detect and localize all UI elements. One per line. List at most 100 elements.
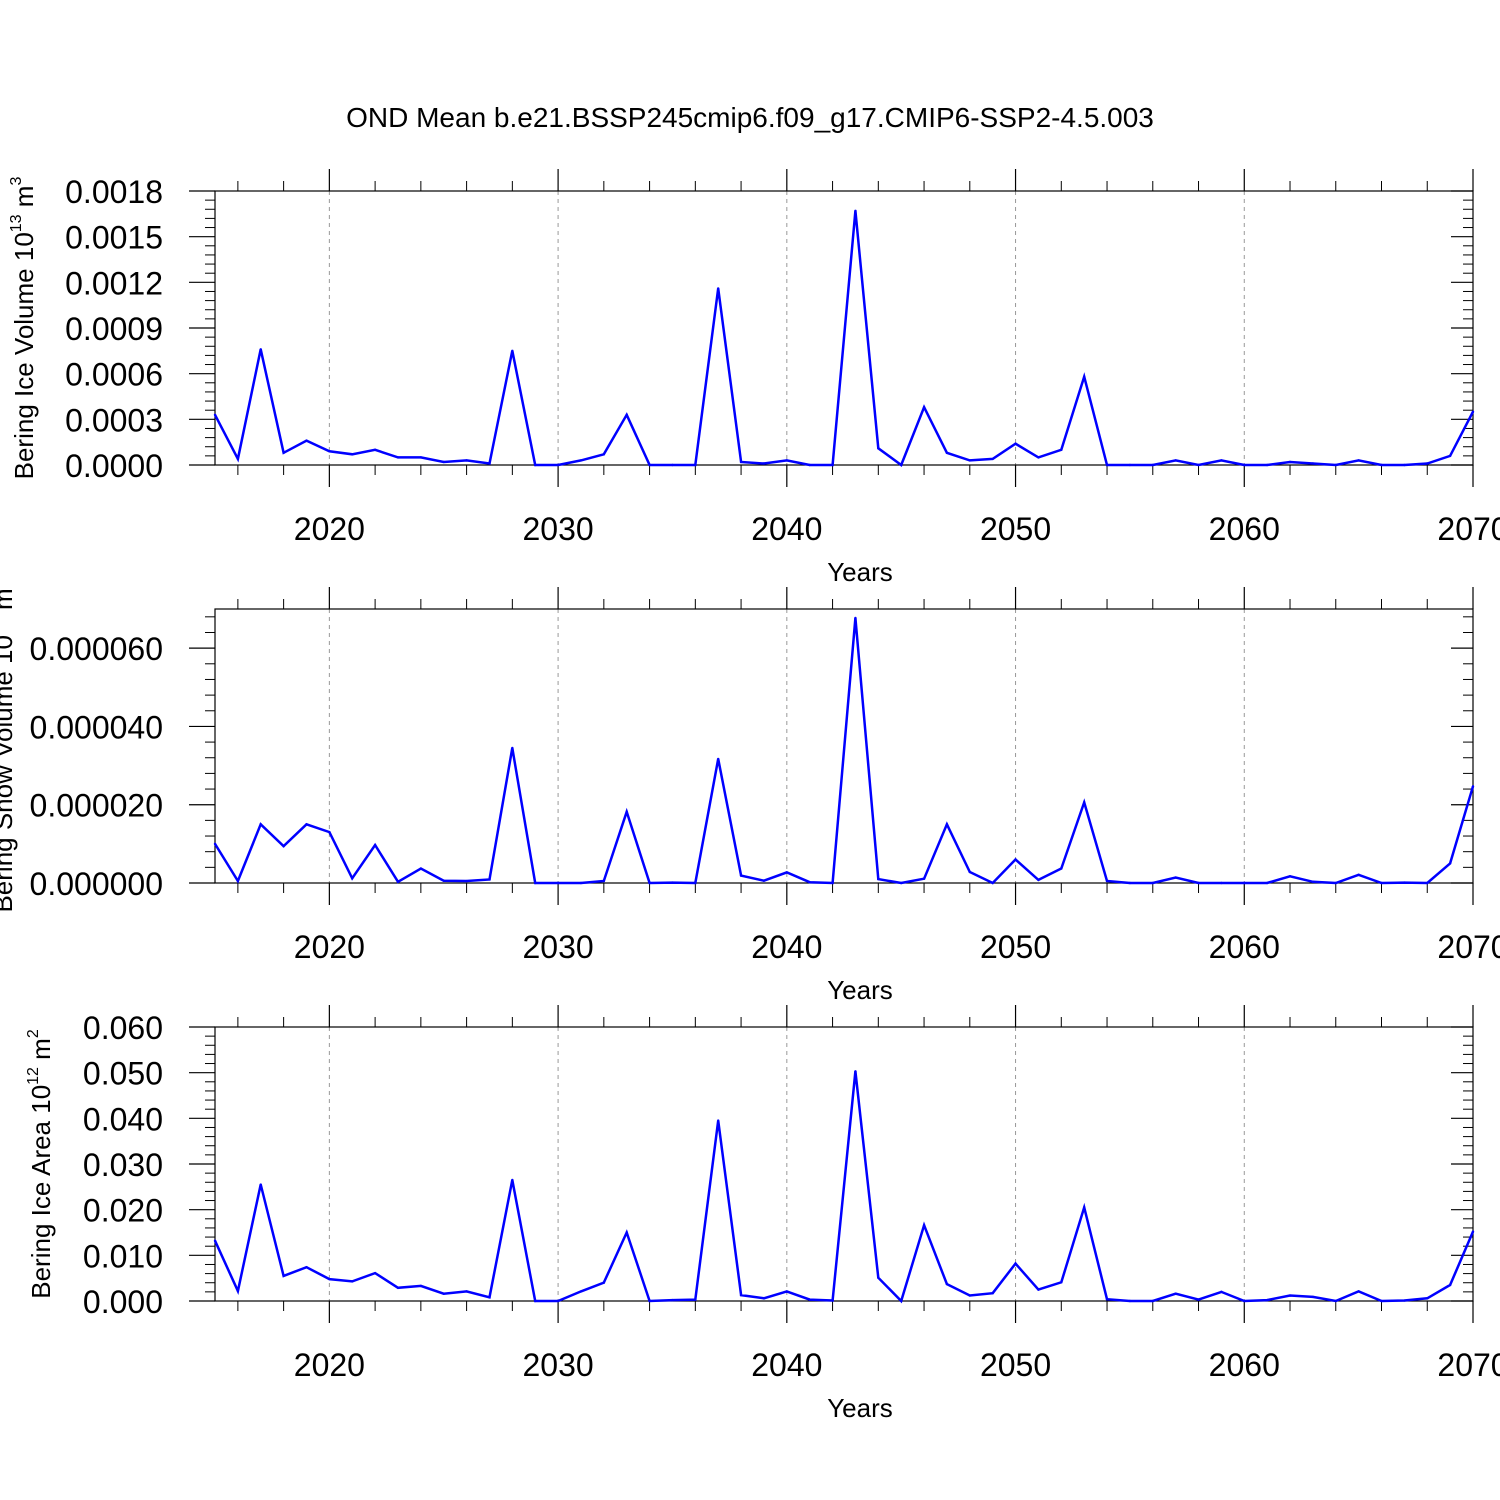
data-point <box>945 823 949 826</box>
data-point <box>739 1293 743 1297</box>
data-point <box>1082 1206 1086 1209</box>
data-point <box>488 462 491 465</box>
y-tick-label: 0.0015 <box>65 220 163 256</box>
x-tick-label: 2040 <box>751 929 822 965</box>
data-point <box>236 879 240 883</box>
data-point <box>1037 456 1040 459</box>
data-point <box>1288 1294 1292 1297</box>
data-point <box>922 877 926 880</box>
data-point <box>419 456 423 459</box>
x-tick-label: 2030 <box>522 929 593 965</box>
data-point <box>259 348 262 351</box>
data-point <box>1448 454 1452 458</box>
data-point <box>717 287 720 290</box>
data-point <box>213 1239 217 1242</box>
data-point <box>1220 459 1223 462</box>
data-point <box>282 845 285 848</box>
data-point <box>808 881 811 884</box>
data-point <box>373 448 377 451</box>
data-point <box>1471 410 1475 413</box>
data-point <box>465 1290 468 1293</box>
data-point <box>465 879 468 883</box>
data-point <box>1151 463 1154 467</box>
data-point <box>1380 1299 1383 1303</box>
x-tick-label: 2060 <box>1209 1347 1280 1383</box>
data-point <box>1197 1298 1200 1301</box>
data-point <box>1334 1299 1337 1303</box>
x-tick-label: 2070 <box>1437 511 1500 547</box>
data-point <box>899 463 903 467</box>
data-point <box>1403 463 1406 467</box>
data-point <box>1082 375 1086 378</box>
data-point <box>579 881 583 885</box>
data-point <box>808 1298 811 1301</box>
data-point <box>351 1280 354 1283</box>
data-point <box>236 457 240 461</box>
data-point <box>968 870 971 874</box>
y-axis-title: Bering Ice Volume 1013 m3 <box>8 177 39 480</box>
data-point <box>213 413 217 416</box>
data-point <box>328 450 331 453</box>
x-tick-label: 2060 <box>1209 929 1280 965</box>
data-point <box>328 830 331 834</box>
x-tick-label: 2030 <box>522 1347 593 1383</box>
data-point <box>1448 862 1452 865</box>
series-line <box>213 617 1475 885</box>
data-point <box>1265 881 1269 885</box>
data-point <box>419 867 423 870</box>
data-point <box>1380 463 1383 467</box>
data-point <box>236 1289 240 1293</box>
data-point <box>1288 875 1292 878</box>
data-point <box>1151 1299 1154 1303</box>
data-point <box>1243 463 1246 467</box>
panel-ice-volume: 2020 2030 2040 2050 2060 2070 0.0000 0.0003 0.00… <box>8 169 1500 587</box>
y-axis-title: Bering Snow Volume 1013 m3 <box>0 579 18 912</box>
data-point <box>671 881 674 884</box>
data-point <box>1426 1297 1429 1300</box>
data-point <box>396 1286 400 1289</box>
data-point <box>259 823 262 826</box>
data-point <box>945 1282 949 1286</box>
data-point <box>1151 881 1154 885</box>
data-point <box>511 1178 514 1182</box>
data-point <box>1014 858 1017 861</box>
x-tick-label: 2070 <box>1437 929 1500 965</box>
data-point <box>282 1274 285 1278</box>
data-point <box>1060 867 1063 870</box>
data-point <box>1082 801 1086 804</box>
x-tick-label: 2060 <box>1209 511 1280 547</box>
data-point <box>1265 1298 1269 1302</box>
data-point <box>351 453 354 456</box>
data-point <box>694 1298 697 1301</box>
data-point <box>625 1231 628 1234</box>
data-point <box>968 459 971 462</box>
y-tick-label: 0.0018 <box>65 174 163 210</box>
data-point <box>259 1183 262 1186</box>
data-point <box>1037 878 1040 882</box>
x-tick-label: 2050 <box>980 511 1051 547</box>
data-point <box>1403 881 1406 884</box>
data-point <box>488 1296 491 1299</box>
data-point <box>511 349 514 353</box>
x-tick-label: 2050 <box>980 929 1051 965</box>
data-point <box>854 1070 857 1073</box>
data-point <box>991 457 994 461</box>
data-point <box>991 1292 994 1295</box>
y-tick-label: 0.040 <box>83 1101 163 1137</box>
data-point <box>1174 1292 1177 1295</box>
data-point <box>1471 1230 1475 1233</box>
data-point <box>305 439 308 442</box>
data-point <box>625 413 628 416</box>
figure-title: OND Mean b.e21.BSSP245cmip6.f09_g17.CMIP… <box>346 102 1154 133</box>
panel-snow-volume: 2020 2030 2040 2050 2060 2070 0.000000 0.000020… <box>0 579 1500 1005</box>
data-point <box>1037 1288 1040 1291</box>
y-tick-label: 0.0003 <box>65 402 163 438</box>
data-point <box>1197 463 1200 467</box>
plot-frame <box>214 608 1474 884</box>
data-point <box>556 463 560 467</box>
data-point <box>1311 462 1315 465</box>
data-point <box>1243 1299 1246 1303</box>
data-point <box>442 1292 445 1295</box>
data-point <box>671 463 674 467</box>
data-point <box>1128 1299 1132 1303</box>
